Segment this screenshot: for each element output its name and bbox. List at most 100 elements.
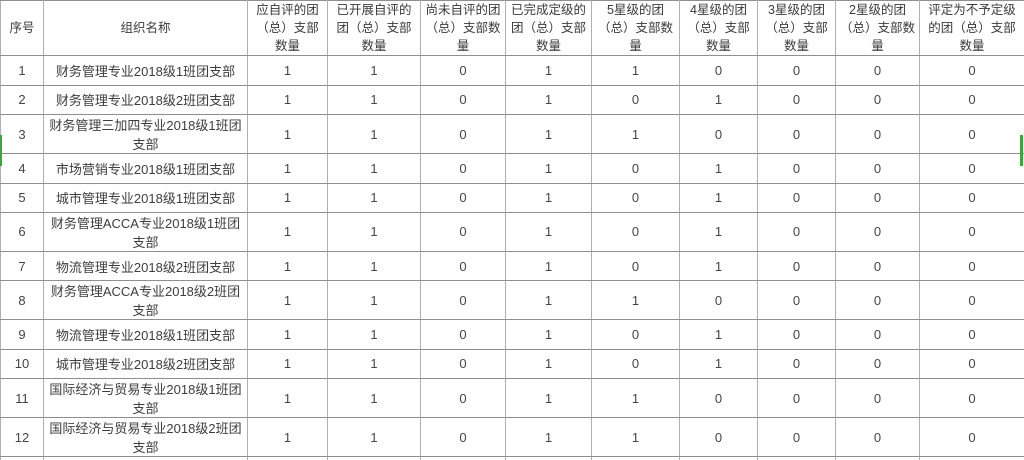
count-cell[interactable]: 0: [757, 378, 836, 419]
count-cell[interactable]: 0: [420, 378, 506, 419]
row-serial[interactable]: 9: [0, 319, 44, 350]
count-cell[interactable]: 0: [420, 55, 506, 86]
count-cell[interactable]: 0: [835, 84, 920, 116]
count-cell[interactable]: 0: [420, 280, 506, 321]
count-cell[interactable]: 1: [327, 417, 421, 458]
count-cell[interactable]: 0: [420, 319, 506, 350]
org-name-cell[interactable]: 财务管理ACCA专业2018级1班团支部: [43, 211, 248, 252]
count-cell[interactable]: 0: [591, 211, 680, 252]
count-cell[interactable]: 1: [247, 55, 328, 86]
org-name-cell[interactable]: 国际经济与贸易专业2018级2班团支部: [43, 417, 248, 458]
count-cell[interactable]: 1: [247, 211, 328, 252]
row-serial[interactable]: 4: [0, 153, 44, 184]
count-cell[interactable]: 0: [919, 348, 1024, 380]
org-name-cell[interactable]: 工商管理专业2018级2班团支部: [43, 456, 248, 460]
count-cell[interactable]: 1: [591, 378, 680, 419]
count-cell[interactable]: 0: [757, 114, 836, 155]
row-serial[interactable]: 11: [0, 378, 44, 419]
count-cell[interactable]: 1: [247, 114, 328, 155]
count-cell[interactable]: 1: [505, 348, 592, 380]
org-name-cell[interactable]: 财务管理三加四专业2018级1班团支部: [43, 114, 248, 155]
count-cell[interactable]: 1: [591, 456, 680, 460]
count-cell[interactable]: 1: [505, 114, 592, 155]
count-cell[interactable]: 1: [679, 211, 758, 252]
count-cell[interactable]: 1: [505, 211, 592, 252]
org-name-cell[interactable]: 城市管理专业2018级1班团支部: [43, 182, 248, 213]
count-cell[interactable]: 0: [679, 55, 758, 86]
count-cell[interactable]: 1: [679, 182, 758, 213]
count-cell[interactable]: 0: [420, 456, 506, 460]
org-name-cell[interactable]: 物流管理专业2018级2班团支部: [43, 250, 248, 282]
count-cell[interactable]: 1: [327, 114, 421, 155]
count-cell[interactable]: 0: [835, 250, 920, 282]
count-cell[interactable]: 0: [591, 84, 680, 116]
count-cell[interactable]: 0: [835, 348, 920, 380]
count-cell[interactable]: 0: [919, 182, 1024, 213]
count-cell[interactable]: 0: [420, 114, 506, 155]
count-cell[interactable]: 0: [919, 417, 1024, 458]
count-cell[interactable]: 0: [591, 319, 680, 350]
count-cell[interactable]: 1: [505, 417, 592, 458]
count-cell[interactable]: 0: [679, 417, 758, 458]
count-cell[interactable]: 0: [757, 250, 836, 282]
count-cell[interactable]: 1: [679, 153, 758, 184]
org-name-cell[interactable]: 财务管理专业2018级2班团支部: [43, 84, 248, 116]
count-cell[interactable]: 0: [679, 280, 758, 321]
row-serial[interactable]: 8: [0, 280, 44, 321]
org-name-cell[interactable]: 城市管理专业2018级2班团支部: [43, 348, 248, 380]
count-cell[interactable]: 1: [591, 114, 680, 155]
count-cell[interactable]: 1: [247, 250, 328, 282]
org-name-cell[interactable]: 财务管理ACCA专业2018级2班团支部: [43, 280, 248, 321]
count-cell[interactable]: 0: [757, 280, 836, 321]
row-serial[interactable]: 7: [0, 250, 44, 282]
count-cell[interactable]: 0: [757, 153, 836, 184]
count-cell[interactable]: 1: [679, 84, 758, 116]
count-cell[interactable]: 0: [835, 182, 920, 213]
count-cell[interactable]: 0: [919, 153, 1024, 184]
count-cell[interactable]: 0: [919, 250, 1024, 282]
count-cell[interactable]: 1: [247, 84, 328, 116]
count-cell[interactable]: 0: [757, 417, 836, 458]
count-cell[interactable]: 0: [679, 378, 758, 419]
count-cell[interactable]: 0: [757, 211, 836, 252]
count-cell[interactable]: 1: [327, 211, 421, 252]
row-serial[interactable]: 3: [0, 114, 44, 155]
count-cell[interactable]: 0: [757, 55, 836, 86]
count-cell[interactable]: 0: [420, 250, 506, 282]
count-cell[interactable]: 1: [247, 417, 328, 458]
count-cell[interactable]: 1: [327, 153, 421, 184]
count-cell[interactable]: 0: [679, 114, 758, 155]
count-cell[interactable]: 1: [247, 280, 328, 321]
count-cell[interactable]: 0: [420, 182, 506, 213]
count-cell[interactable]: 0: [420, 84, 506, 116]
count-cell[interactable]: 1: [247, 182, 328, 213]
count-cell[interactable]: 1: [247, 348, 328, 380]
count-cell[interactable]: 1: [327, 319, 421, 350]
count-cell[interactable]: 0: [420, 348, 506, 380]
count-cell[interactable]: 0: [835, 417, 920, 458]
count-cell[interactable]: 0: [835, 153, 920, 184]
count-cell[interactable]: 0: [835, 280, 920, 321]
count-cell[interactable]: 1: [505, 319, 592, 350]
count-cell[interactable]: 0: [919, 211, 1024, 252]
count-cell[interactable]: 0: [757, 182, 836, 213]
count-cell[interactable]: 0: [591, 250, 680, 282]
count-cell[interactable]: 1: [591, 55, 680, 86]
count-cell[interactable]: 1: [327, 456, 421, 460]
count-cell[interactable]: 0: [919, 456, 1024, 460]
count-cell[interactable]: 0: [919, 55, 1024, 86]
count-cell[interactable]: 0: [919, 84, 1024, 116]
count-cell[interactable]: 0: [835, 211, 920, 252]
count-cell[interactable]: 1: [505, 280, 592, 321]
org-name-cell[interactable]: 国际经济与贸易专业2018级1班团支部: [43, 378, 248, 419]
count-cell[interactable]: 1: [679, 250, 758, 282]
count-cell[interactable]: 0: [757, 319, 836, 350]
count-cell[interactable]: 1: [505, 55, 592, 86]
row-serial[interactable]: 10: [0, 348, 44, 380]
count-cell[interactable]: 1: [327, 378, 421, 419]
count-cell[interactable]: 1: [327, 182, 421, 213]
count-cell[interactable]: 0: [420, 153, 506, 184]
count-cell[interactable]: 1: [591, 417, 680, 458]
count-cell[interactable]: 1: [327, 280, 421, 321]
count-cell[interactable]: 0: [757, 456, 836, 460]
